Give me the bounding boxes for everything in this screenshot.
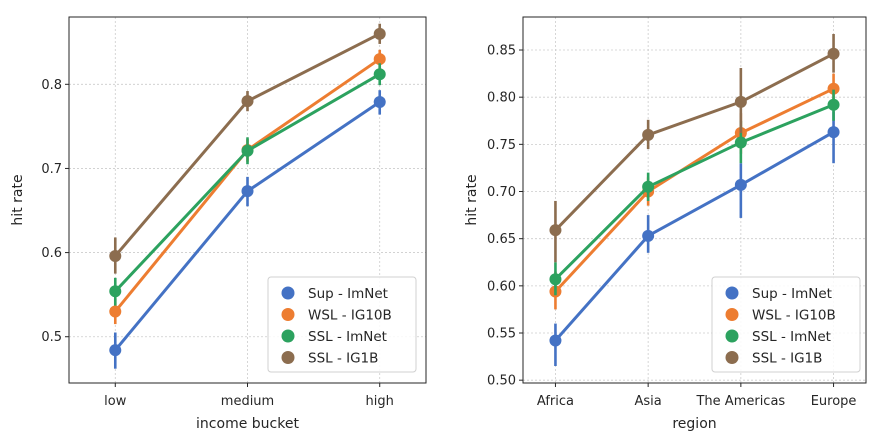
data-point [109,344,122,357]
series-line [554,130,835,342]
data-point [642,229,655,242]
y-tick-label: 0.60 [487,279,516,294]
data-point [241,185,254,198]
data-point [827,47,840,60]
legend-marker [281,351,295,364]
legend-marker [725,308,739,321]
legend-label: SSL - IG1B [752,351,822,367]
legend-label: SSL - ImNet [752,329,831,345]
y-tick-label: 0.80 [487,91,516,106]
data-point [109,285,122,298]
y-tick-label: 0.6 [41,246,62,261]
x-tick-label: Asia [635,394,662,409]
data-point [827,82,840,95]
legend-label: Sup - ImNet [752,286,832,302]
data-point [373,27,386,40]
legend: Sup - ImNet WSL - IG10B SSL - ImNet SSL - I… [267,276,417,373]
series-ssl-ig1b [109,23,386,274]
data-point [827,126,840,139]
series-line [554,52,835,232]
legend-marker [281,308,295,321]
series-ssl-ig1b [549,33,840,263]
x-tick-label: medium [221,394,274,409]
data-point [827,98,840,111]
series-ssl-imnet [109,63,386,306]
data-point [549,224,562,237]
series-sup-imnet [109,90,386,369]
series-line [554,103,835,281]
y-axis-label: hit rate [464,174,480,225]
data-point [373,95,386,108]
data-point [373,53,386,66]
x-axis-label: region [672,416,716,432]
legend-marker [725,329,739,343]
region-chart: 0.50 0.55 0.60 0.65 0.70 0.75 0.80 0.85 Africa As… [464,16,867,432]
legend-label: Sup - ImNet [308,286,388,302]
series-sup-imnet [549,111,840,367]
legend-label: WSL - IG10B [752,308,836,324]
legend-marker [725,286,739,300]
x-tick-label: The Americas [695,394,785,409]
data-point [642,128,655,141]
data-point [642,180,655,193]
data-point [734,95,747,108]
y-tick-label: 0.85 [487,44,516,59]
y-tick-label: 0.5 [41,330,62,345]
x-tick-label: high [366,394,394,409]
y-tick-label: 0.65 [487,232,516,247]
y-tick-label: 0.75 [487,138,516,153]
data-point [109,249,122,262]
legend-label: SSL - ImNet [308,329,387,345]
y-tick-label: 0.55 [487,327,516,342]
data-point [549,273,562,286]
x-axis-label: income bucket [196,416,299,432]
y-tick-label: 0.8 [41,78,62,93]
x-tick-label: Europe [811,394,857,409]
series-line [554,87,835,293]
data-point [549,334,562,347]
legend-marker [281,286,295,300]
y-tick-label: 0.70 [487,185,516,200]
legend-marker [725,351,739,364]
data-point [241,144,254,157]
legend-box [267,276,417,373]
income-chart: 0.5 0.6 0.7 0.8 low medium high income bucket hi… [10,16,427,432]
plot-frame [522,16,867,384]
data-point [241,95,254,108]
legend: Sup - ImNet WSL - IG10B SSL - ImNet SSL - I… [711,276,861,373]
x-tick-label: low [104,394,127,409]
data-point [109,305,122,318]
y-tick-label: 0.50 [487,374,516,389]
data-point [734,178,747,191]
y-tick-label: 0.7 [41,162,62,177]
data-point [734,136,747,149]
legend-box [711,276,861,373]
x-tick-label: Africa [537,394,574,409]
legend-marker [281,329,295,343]
legend-label: SSL - IG1B [308,351,378,367]
data-point [373,68,386,81]
legend-label: WSL - IG10B [308,308,392,324]
y-axis-label: hit rate [10,174,26,225]
